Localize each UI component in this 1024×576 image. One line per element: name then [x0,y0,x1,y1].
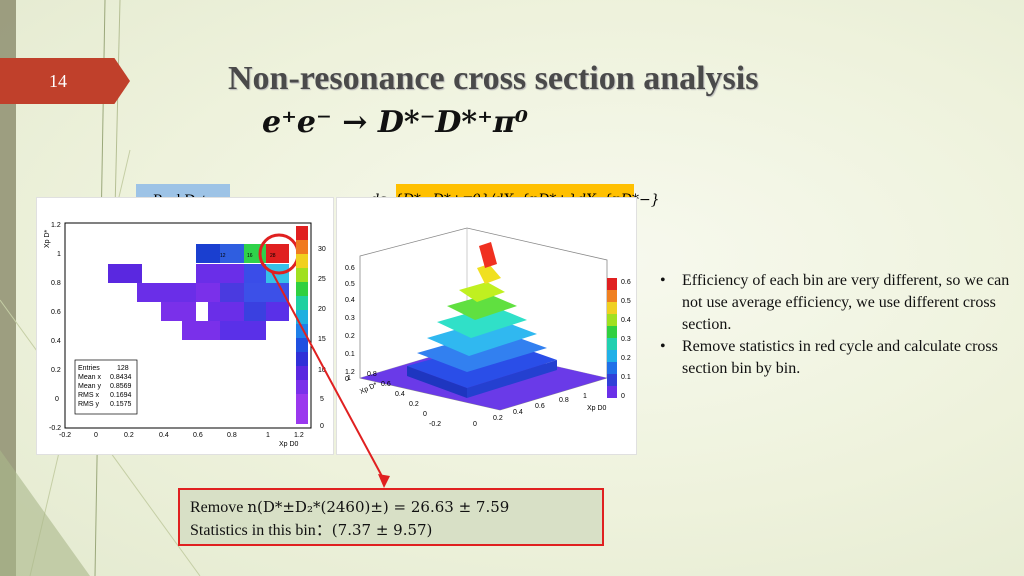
svg-text:RMS x: RMS x [78,392,100,399]
palette-tick: 0 [320,423,324,430]
bullet-dot: • [660,272,666,289]
palette-tick: 0.3 [621,336,631,343]
histogram-cells [108,244,289,340]
palette-tick: 0.2 [621,355,631,362]
x-tick: 0.2 [124,432,134,439]
note-box: Remove n(D*±D₂*(2460)±) = 26.63 ± 7.59 S… [178,488,604,546]
y-axis-title: Xp D* [359,382,379,396]
efficiency-lego-plot: 0 0.1 0.2 0.3 0.4 0.5 0.6 -0.2 0 0.2 0.4… [336,197,637,455]
z-tick: 0.3 [345,315,355,322]
x-tick: 1 [583,393,587,400]
y-tick: 0 [55,396,59,403]
lego-bars [407,242,557,398]
y-tick: 0.4 [395,391,405,398]
svg-text:0.8434: 0.8434 [110,374,132,381]
palette-tick: 30 [318,246,326,253]
svg-text:Mean x: Mean x [78,374,101,381]
y-tick: 0.2 [51,367,61,374]
palette-tick: 0.5 [621,298,631,305]
x-axis-title: Xp D0 [279,441,299,448]
y-tick: 1.2 [51,222,61,229]
y-tick: 0.6 [51,309,61,316]
x-tick: 0.6 [193,432,203,439]
svg-text:RMS y: RMS y [78,401,100,408]
palette-tick: 20 [318,306,326,313]
color-palette [607,278,617,398]
y-tick: 0.6 [381,381,391,388]
svg-text:0.1575: 0.1575 [110,401,132,408]
x-tick: 0 [94,432,98,439]
x-tick: 0 [473,421,477,428]
palette-tick: 0.1 [621,374,631,381]
x-tick: 0.4 [159,432,169,439]
z-tick: 0.2 [345,333,355,340]
y-tick: 0.4 [51,338,61,345]
svg-text:128: 128 [117,365,129,372]
note-line-1: Remove n(D*±D₂*(2460)±) = 26.63 ± 7.59 [190,498,510,516]
palette-tick: 0 [621,393,625,400]
y-tick: 1.2 [345,369,355,376]
palette-tick: 0.4 [621,317,631,324]
x-tick: 0.4 [513,409,523,416]
palette-tick: 5 [320,396,324,403]
reaction-formula: e⁺e⁻ → D*⁻D*⁺π⁰ [262,105,529,140]
bullet-item: • Efficiency of each bin are very differ… [660,270,1015,336]
svg-text:Entries: Entries [78,365,100,372]
cell-label: 12 [220,253,226,259]
z-tick: 0.4 [345,297,355,304]
svg-text:0.1694: 0.1694 [110,392,132,399]
x-tick: 1 [266,432,270,439]
slide-number: 14 [0,58,130,104]
z-tick: 0.5 [345,281,355,288]
y-tick: 0.8 [51,280,61,287]
real-data-histogram: 12 16 28 0 5 10 15 20 25 30 -0.2 [36,197,334,455]
bullet-item: • Remove statistics in red cycle and cal… [660,336,1015,380]
cell-label: 28 [270,253,276,259]
x-tick: 0.6 [535,403,545,410]
x-tick: 1.2 [294,432,304,439]
palette-tick: 15 [318,336,326,343]
z-tick: 0.1 [345,351,355,358]
bullet-text: Remove statistics in red cycle and calcu… [682,338,998,377]
y-tick: -0.2 [429,421,441,428]
y-tick: 0 [423,411,427,418]
palette-tick: 0.6 [621,279,631,286]
y-axis-title: Xp D* [44,229,51,248]
x-tick: 0.8 [559,397,569,404]
y-tick: 0.2 [409,401,419,408]
note-line-2: Statistics in this bin：(7.37 ± 9.57) [190,521,433,539]
bullet-list: • Efficiency of each bin are very differ… [660,270,1015,380]
y-tick: 1 [57,251,61,258]
stats-box: Entries 128 Mean x 0.8434 Mean y 0.8569 RMS… [74,359,138,415]
y-tick: -0.2 [49,425,61,432]
x-tick: 0.8 [227,432,237,439]
x-axis-title: Xp D0 [587,405,607,412]
bullet-text: Efficiency of each bin are very differen… [682,272,1010,333]
cell-label: 16 [247,253,253,259]
svg-text:Mean y: Mean y [78,383,101,390]
slide-title: Non-resonance cross section analysis [228,60,759,97]
y-tick: 0.8 [367,371,377,378]
bullet-dot: • [660,338,666,355]
z-tick: 0.6 [345,265,355,272]
x-tick: 0.2 [493,415,503,422]
palette-tick: 25 [318,276,326,283]
svg-text:0.8569: 0.8569 [110,383,132,390]
color-palette [296,226,308,424]
palette-tick: 10 [318,367,326,374]
x-tick: -0.2 [59,432,71,439]
y-tick: 1 [347,375,351,382]
